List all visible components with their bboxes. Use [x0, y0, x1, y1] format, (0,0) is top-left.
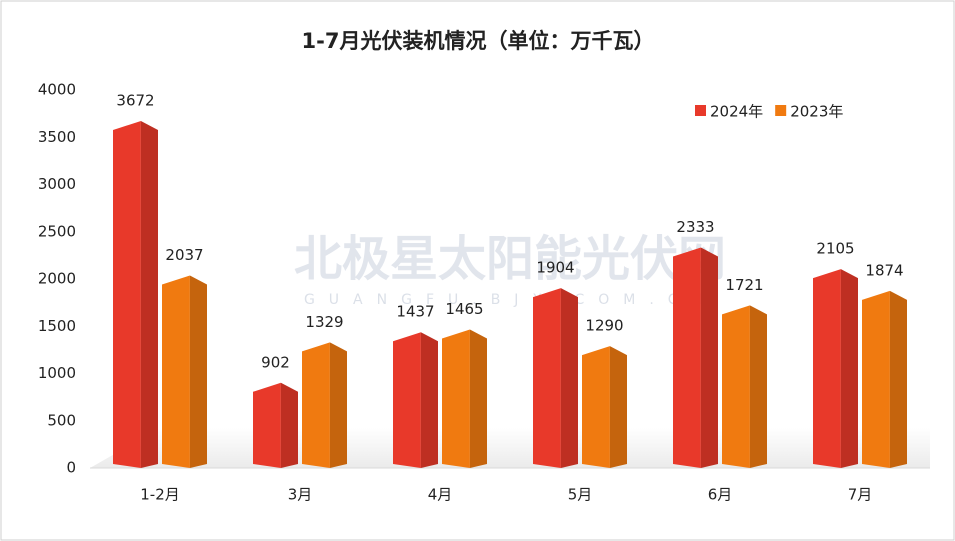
bar-side: [889, 290, 907, 468]
legend-label: 2023年: [790, 103, 843, 121]
x-tick-label: 4月: [428, 486, 453, 504]
y-tick-label: 2000: [38, 270, 76, 288]
x-tick-label: 3月: [288, 486, 313, 504]
x-tick-label: 7月: [848, 486, 873, 504]
bar-front: [393, 332, 421, 468]
bar-front: [813, 269, 841, 468]
legend-swatch: [775, 105, 787, 116]
bar-side: [749, 305, 767, 468]
value-label: 902: [261, 353, 290, 371]
bar-front: [722, 305, 750, 468]
x-tick-label: 5月: [568, 486, 593, 504]
floor: [90, 428, 930, 468]
x-tick-label: 6月: [708, 486, 733, 504]
bar-front: [582, 346, 610, 468]
y-tick-label: 2500: [38, 222, 76, 240]
bar-side: [609, 346, 627, 468]
value-label: 2333: [676, 218, 714, 236]
value-label: 3672: [116, 91, 154, 109]
value-label: 1329: [305, 313, 343, 331]
y-tick-label: 4000: [38, 81, 76, 99]
value-label: 1437: [396, 303, 434, 321]
y-tick-label: 0: [66, 459, 76, 477]
value-label: 2037: [165, 246, 203, 264]
x-tick-label: 1-2月: [140, 486, 180, 504]
bar-front: [113, 120, 141, 468]
bar-front: [253, 382, 281, 468]
bar-front: [862, 290, 890, 468]
legend-label: 2024年: [710, 103, 763, 121]
y-tick-label: 1000: [38, 364, 76, 382]
bar-side: [189, 275, 207, 468]
bar-side: [420, 332, 438, 468]
value-label: 1721: [725, 276, 763, 294]
value-label: 1904: [536, 259, 574, 277]
bar-side: [329, 342, 347, 468]
value-label: 2105: [816, 240, 854, 258]
bar-side: [140, 120, 158, 468]
bar-side: [700, 247, 718, 468]
y-tick-label: 500: [47, 411, 76, 429]
bar-front: [533, 288, 561, 468]
bar-front: [442, 329, 470, 468]
value-label: 1874: [865, 261, 903, 279]
bar-side: [280, 382, 298, 468]
y-tick-label: 1500: [38, 317, 76, 335]
y-tick-label: 3500: [38, 128, 76, 146]
value-label: 1465: [445, 300, 483, 318]
bar-front: [302, 342, 330, 468]
legend-swatch: [695, 105, 706, 116]
bar-front: [162, 275, 190, 468]
bar-side: [560, 288, 578, 468]
watermark: 北极星太阳能光伏网: [294, 231, 726, 287]
bar-front: [673, 247, 701, 468]
bar-side: [469, 329, 487, 468]
watermark-subtitle: GUANGFU.BJX.COM.CN: [304, 292, 716, 308]
value-label: 1290: [585, 317, 623, 335]
y-tick-label: 3000: [38, 175, 76, 193]
bar-side: [840, 269, 858, 468]
chart-title: 1-7月光伏装机情况（单位：万千瓦）: [302, 29, 655, 53]
